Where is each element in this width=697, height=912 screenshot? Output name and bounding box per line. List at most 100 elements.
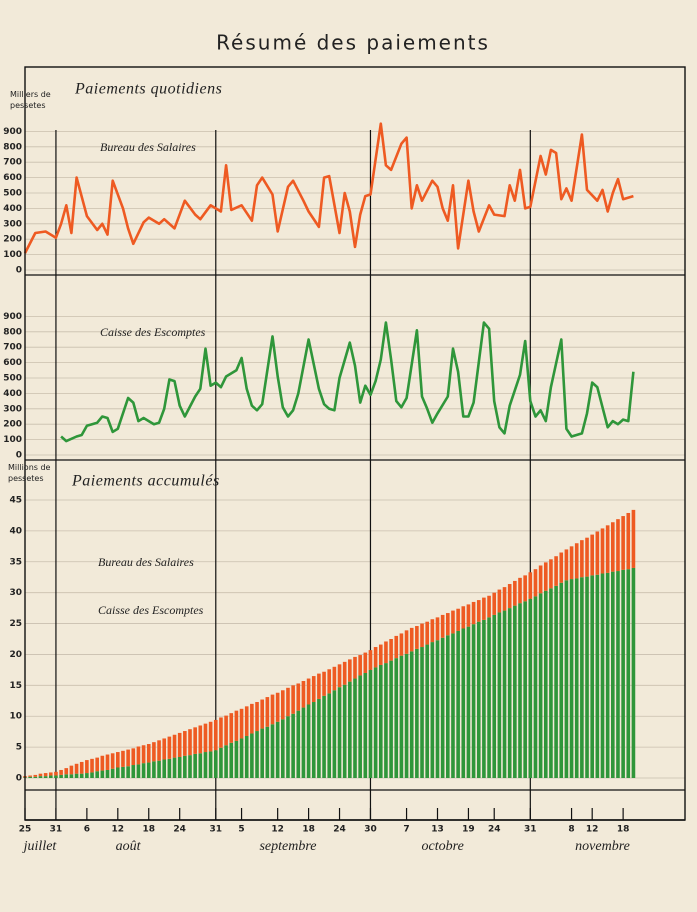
bar [141, 763, 146, 778]
bar [219, 747, 223, 778]
bar [54, 771, 58, 776]
bar [105, 769, 110, 778]
bar [198, 725, 203, 754]
bar [234, 710, 239, 741]
bar [311, 676, 316, 703]
bar [69, 774, 74, 778]
bar [255, 731, 259, 778]
bar [523, 601, 527, 778]
bar [404, 653, 409, 778]
y-tick-label: 45 [9, 496, 22, 506]
y-tick-label: 700 [3, 343, 22, 353]
bar [415, 648, 419, 778]
bar [420, 623, 424, 648]
bar [110, 768, 115, 778]
bar [399, 633, 404, 656]
x-tick-label: 30 [364, 825, 377, 835]
x-tick-label: 5 [238, 825, 244, 835]
bar [518, 577, 522, 604]
y-tick-label: 40 [9, 526, 22, 536]
bar [435, 640, 440, 778]
bar [265, 726, 270, 778]
page-title: Résumé des paiements [216, 31, 490, 55]
bar [64, 774, 69, 778]
bar [574, 578, 579, 778]
bar [48, 775, 53, 778]
bar [327, 693, 332, 778]
y-tick-label: 500 [3, 374, 22, 384]
bar [487, 617, 491, 778]
bar [342, 684, 347, 778]
bar [502, 610, 507, 778]
bar [90, 772, 94, 778]
bar [626, 569, 631, 778]
bar [580, 577, 584, 778]
bar [456, 608, 460, 631]
x-tick-label: 25 [19, 825, 32, 835]
month-label: juillet [22, 839, 58, 854]
bar [446, 635, 450, 778]
y-tick-label: 500 [3, 189, 22, 199]
bar [513, 580, 517, 606]
y-axis-label: Milliers de pessetes [10, 90, 51, 110]
bar [466, 626, 471, 778]
y-tick-label: 20 [9, 650, 22, 660]
bar [85, 760, 89, 774]
bar [105, 754, 110, 770]
chart-title: Paiements quotidiens [74, 81, 222, 98]
bar [183, 755, 187, 778]
bar [476, 621, 481, 778]
bar [502, 587, 507, 611]
bar [224, 745, 228, 778]
bar [451, 633, 455, 778]
bar [533, 596, 538, 778]
bar [183, 731, 187, 756]
bar [461, 606, 466, 629]
bar [611, 571, 615, 778]
bar [126, 749, 130, 767]
y-tick-label: 30 [9, 588, 22, 598]
y-tick-label: 700 [3, 158, 22, 168]
bar [193, 727, 197, 754]
bar [244, 735, 249, 778]
bar [126, 766, 130, 778]
bar [435, 617, 440, 641]
bar [28, 775, 32, 777]
bar [322, 695, 326, 778]
bar [54, 775, 58, 778]
bar [342, 661, 347, 685]
bar [131, 748, 136, 766]
bar [404, 630, 409, 654]
x-tick-label: 31 [524, 825, 537, 835]
bar [368, 669, 373, 778]
bar [131, 765, 136, 778]
x-tick-label: 24 [173, 825, 186, 835]
bar [136, 764, 141, 778]
x-tick-label: 31 [50, 825, 63, 835]
bar [43, 776, 48, 778]
bar [461, 628, 466, 778]
bar [384, 641, 388, 664]
bar [348, 681, 352, 778]
bar [497, 612, 502, 778]
bar [167, 758, 172, 778]
series-label: Caisse des Escomptes [100, 325, 206, 339]
bar [296, 683, 301, 711]
bar [543, 590, 548, 778]
line-series [60, 321, 635, 443]
bar [549, 588, 553, 778]
bar [79, 761, 84, 774]
month-label: septembre [259, 839, 316, 854]
bar [74, 773, 79, 778]
x-tick-label: 24 [333, 825, 346, 835]
bar [585, 576, 589, 778]
bar [141, 745, 146, 764]
bar [451, 610, 455, 634]
bar [157, 740, 161, 761]
bar [317, 673, 321, 699]
bar [590, 575, 594, 778]
bar [487, 595, 491, 618]
y-tick-label: 300 [3, 219, 22, 229]
y-tick-label: 400 [3, 204, 22, 214]
bar [219, 717, 223, 748]
